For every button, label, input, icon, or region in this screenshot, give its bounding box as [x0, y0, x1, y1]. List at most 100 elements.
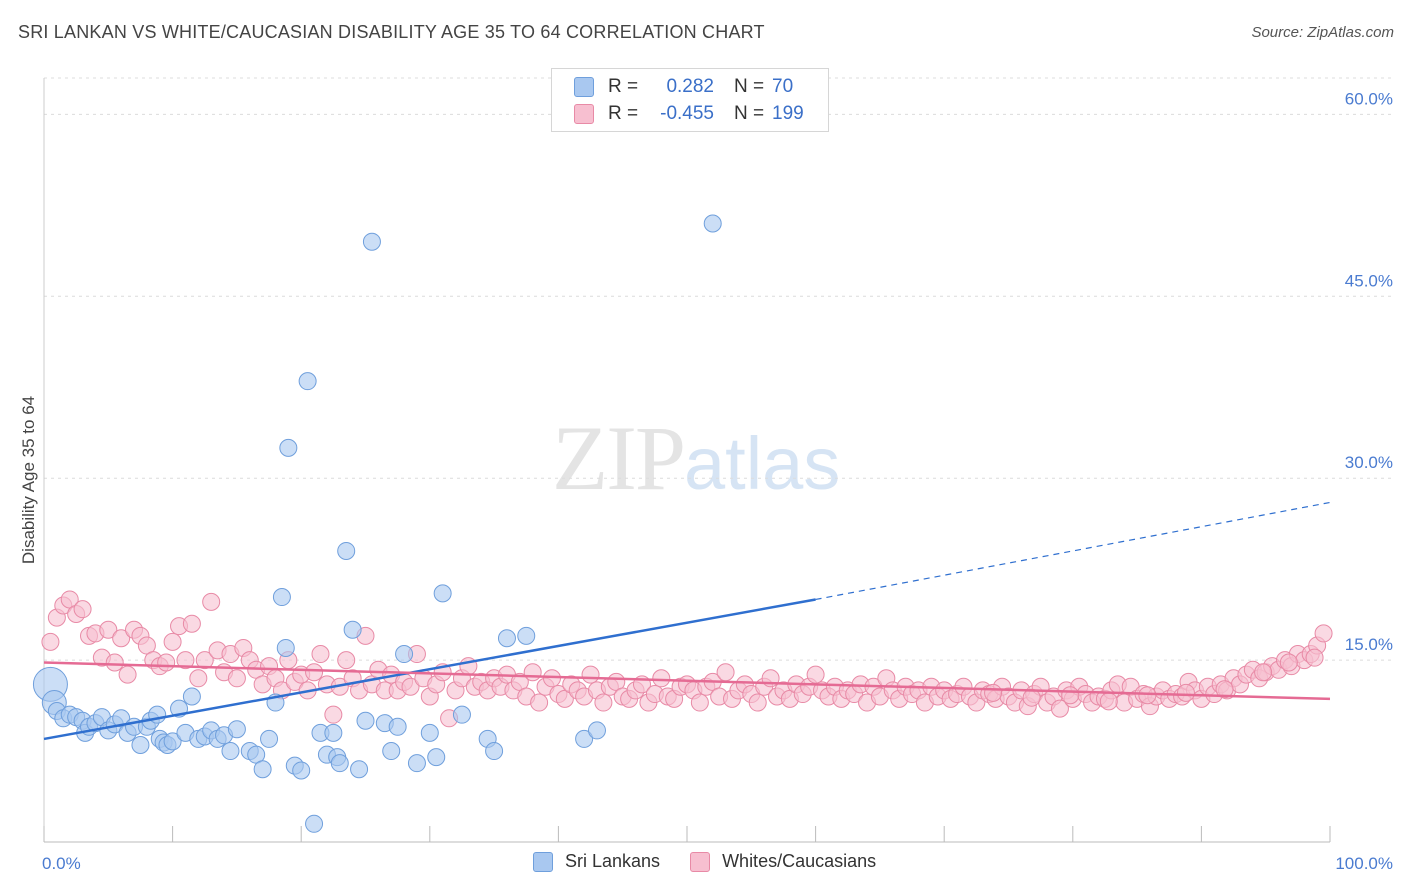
legend-n-value: 199: [772, 103, 804, 124]
y-tick-label: 15.0%: [1345, 635, 1393, 654]
point-whites: [806, 665, 825, 684]
point-whites: [227, 669, 246, 688]
point-whites: [163, 632, 182, 651]
watermark: ZIPatlas: [552, 405, 840, 511]
point-sri-lankans: [276, 638, 295, 657]
point-whites: [41, 632, 60, 651]
point-whites: [523, 663, 542, 682]
point-sri-lankans: [420, 723, 439, 742]
point-sri-lankans: [292, 761, 311, 780]
point-whites: [594, 693, 613, 712]
legend-row-whites: R = -0.455 N = 199: [574, 102, 812, 126]
point-whites: [189, 669, 208, 688]
axis-layer: [43, 78, 1331, 843]
point-sri-lankans: [272, 588, 291, 607]
point-whites: [1279, 653, 1298, 672]
point-whites: [984, 683, 1003, 702]
point-whites: [1050, 699, 1069, 718]
legend-swatch-blue: [574, 77, 594, 97]
point-whites: [1176, 683, 1195, 702]
point-whites: [73, 600, 92, 619]
x-tick-label: 0.0%: [42, 854, 81, 873]
point-sri-lankans: [131, 735, 150, 754]
point-whites: [1138, 686, 1157, 705]
point-sri-lankans: [298, 372, 317, 391]
point-whites: [748, 693, 767, 712]
x-tick-label: 100.0%: [1335, 854, 1393, 873]
point-whites: [401, 677, 420, 696]
point-whites: [1305, 648, 1324, 667]
point-whites: [324, 705, 343, 724]
y-axis-label: Disability Age 35 to 64: [19, 396, 38, 564]
point-sri-lankans: [587, 721, 606, 740]
point-sri-lankans: [227, 720, 246, 739]
point-whites: [99, 620, 118, 639]
y-tick-label: 30.0%: [1345, 453, 1393, 472]
point-sri-lankans: [575, 729, 594, 748]
point-whites: [530, 693, 549, 712]
legend-n-value: 70: [772, 76, 794, 97]
point-whites: [337, 651, 356, 670]
legend-r-value: -0.455: [660, 103, 714, 124]
legend-item-whites[interactable]: Whites/Caucasians: [690, 851, 876, 872]
point-whites: [202, 592, 221, 611]
series-legend: Sri Lankans Whites/Caucasians: [533, 851, 906, 872]
point-sri-lankans: [517, 626, 536, 645]
point-whites: [1314, 624, 1333, 643]
chart-title: SRI LANKAN VS WHITE/CAUCASIAN DISABILITY…: [18, 22, 765, 42]
trend-sri-lankans: [43, 598, 816, 741]
point-sri-lankans: [407, 754, 426, 773]
legend-label-sri-lankans: Sri Lankans: [565, 851, 661, 871]
point-whites: [1099, 692, 1118, 711]
point-sri-lankans: [221, 742, 240, 761]
point-sri-lankans: [388, 717, 407, 736]
watermark-zip: ZIP: [552, 407, 686, 509]
point-whites: [1254, 663, 1273, 682]
trend-whites: [43, 661, 1331, 701]
point-sri-lankans: [427, 748, 446, 767]
point-whites: [652, 669, 671, 688]
point-sri-lankans: [279, 438, 298, 457]
legend-item-sri-lankans[interactable]: Sri Lankans: [533, 851, 660, 872]
point-whites: [305, 663, 324, 682]
point-sri-lankans: [343, 620, 362, 639]
trend-layer: [43, 501, 1331, 741]
legend-swatch-blue: [533, 851, 553, 872]
point-whites: [118, 665, 137, 684]
legend-n-label: N =: [734, 103, 765, 124]
point-sri-lankans: [382, 742, 401, 761]
y-tick-label: 60.0%: [1345, 89, 1393, 108]
point-whites: [690, 693, 709, 712]
point-sri-lankans: [330, 754, 349, 773]
legend-label-whites: Whites/Caucasians: [722, 851, 877, 871]
legend-swatch-pink: [690, 851, 711, 872]
point-sri-lankans: [337, 541, 356, 560]
legend-swatch-pink: [574, 104, 594, 124]
point-whites: [105, 653, 124, 672]
point-sri-lankans: [350, 760, 369, 779]
correlation-legend: R = 0.282 N = 70 R = -0.455 N = 199: [551, 68, 829, 132]
point-whites: [311, 645, 330, 664]
point-whites: [581, 665, 600, 684]
point-sri-lankans: [356, 711, 375, 730]
point-sri-lankans: [163, 732, 182, 751]
point-sri-lankans: [362, 232, 381, 251]
point-whites: [195, 651, 214, 670]
point-sri-lankans: [497, 629, 516, 648]
watermark-atlas: atlas: [684, 422, 841, 505]
y-tick-label: 45.0%: [1345, 271, 1393, 290]
point-whites: [1061, 686, 1080, 705]
grid-layer: [44, 77, 1392, 661]
point-whites: [1215, 680, 1234, 699]
point-sri-lankans: [324, 723, 343, 742]
point-whites: [1022, 688, 1041, 707]
point-whites: [182, 614, 201, 633]
point-whites: [176, 651, 195, 670]
point-whites: [157, 653, 176, 672]
point-sri-lankans: [305, 814, 324, 833]
point-sri-lankans: [260, 729, 279, 748]
point-sri-lankans: [433, 584, 452, 603]
point-sri-lankans: [182, 687, 201, 706]
trend-sri-lankans-projection: [815, 501, 1331, 601]
